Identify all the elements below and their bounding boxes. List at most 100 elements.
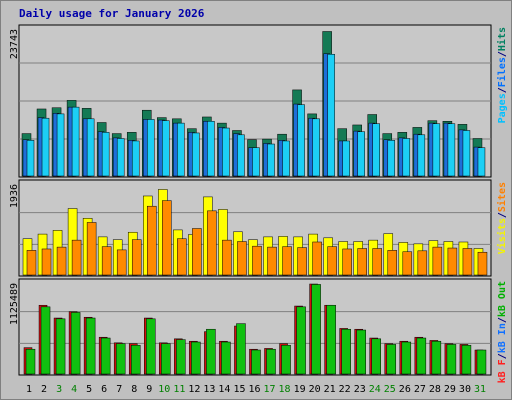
bar-sites-day-19 bbox=[297, 247, 307, 276]
bar-kb-in-day-14 bbox=[221, 341, 231, 375]
x-tick-label-day-12: 12 bbox=[188, 384, 200, 395]
x-tick-label-day-9: 9 bbox=[146, 384, 152, 395]
bar-kb-in-day-9 bbox=[146, 318, 156, 375]
y-max-label: 23743 bbox=[9, 29, 20, 59]
bar-kb-in-day-20 bbox=[311, 284, 321, 375]
x-tick-label-day-5: 5 bbox=[86, 384, 92, 395]
x-tick-label-day-3: 3 bbox=[56, 384, 62, 395]
bar-kb-in-day-1 bbox=[25, 348, 36, 375]
bar-sites-day-26 bbox=[402, 251, 413, 276]
x-tick-label-day-14: 14 bbox=[218, 384, 230, 395]
legend-entry: Hits bbox=[496, 27, 508, 51]
x-tick-label-day-6: 6 bbox=[101, 384, 107, 395]
x-tick-label-day-26: 26 bbox=[399, 384, 411, 395]
bar-sites-day-5 bbox=[86, 222, 97, 276]
bar-kb-in-day-2 bbox=[40, 306, 51, 375]
bar-kb-in-day-24 bbox=[371, 338, 381, 375]
x-tick-label-day-31: 31 bbox=[474, 384, 486, 395]
legend-entry: Pages bbox=[497, 93, 508, 123]
bar-pages-day-9 bbox=[147, 119, 155, 177]
bar-kb-in-day-27 bbox=[416, 337, 427, 375]
bar-pages-day-5 bbox=[86, 118, 95, 177]
bar-pages-day-16 bbox=[252, 147, 260, 177]
x-tick-label-day-23: 23 bbox=[354, 384, 366, 395]
x-tick-label-day-19: 19 bbox=[294, 384, 306, 395]
bar-pages-day-2 bbox=[41, 117, 50, 177]
bar-sites-day-4 bbox=[71, 239, 82, 276]
chart-title: Daily usage for January 2026 bbox=[19, 7, 205, 20]
bar-sites-day-28 bbox=[432, 246, 443, 276]
bar-sites-day-12 bbox=[192, 228, 202, 276]
bar-sites-day-2 bbox=[41, 248, 52, 276]
x-tick-label-day-20: 20 bbox=[309, 384, 321, 395]
bar-pages-day-12 bbox=[192, 132, 200, 177]
bar-kb-in-day-29 bbox=[446, 344, 457, 375]
bar-sites-day-25 bbox=[387, 250, 398, 276]
bar-pages-day-6 bbox=[101, 132, 110, 177]
bar-pages-day-10 bbox=[162, 120, 170, 177]
bar-kb-in-day-30 bbox=[461, 344, 472, 375]
legend-entry: Visits bbox=[496, 218, 508, 254]
bar-pages-day-28 bbox=[432, 123, 441, 177]
x-tick-label-day-24: 24 bbox=[369, 384, 381, 395]
bar-sites-day-11 bbox=[177, 238, 187, 276]
bar-kb-in-day-6 bbox=[100, 337, 111, 375]
bar-kb-in-day-25 bbox=[386, 344, 397, 375]
bar-kb-in-day-3 bbox=[55, 318, 66, 375]
bar-sites-day-1 bbox=[26, 250, 37, 276]
x-tick-label-day-7: 7 bbox=[116, 384, 122, 395]
x-tick-label-day-10: 10 bbox=[158, 384, 170, 395]
bar-pages-day-25 bbox=[387, 140, 396, 177]
bar-sites-day-30 bbox=[462, 248, 473, 276]
legend-separator: / bbox=[497, 87, 508, 93]
legend-entry: Sites bbox=[496, 182, 508, 212]
legend-entry: Files bbox=[496, 57, 508, 87]
bar-pages-day-18 bbox=[282, 140, 290, 177]
bar-pages-day-3 bbox=[56, 113, 65, 177]
legend-hits: Pages/Files/Hits bbox=[496, 27, 508, 123]
bar-kb-in-day-31 bbox=[476, 349, 487, 375]
bar-sites-day-8 bbox=[131, 239, 142, 276]
x-tick-label-day-11: 11 bbox=[173, 384, 185, 395]
bar-pages-day-27 bbox=[417, 134, 426, 177]
bar-kb-in-day-28 bbox=[431, 340, 442, 375]
bar-sites-day-7 bbox=[116, 249, 127, 276]
bar-kb-in-day-16 bbox=[251, 349, 261, 375]
x-tick-label-day-18: 18 bbox=[279, 384, 291, 395]
x-tick-label-day-22: 22 bbox=[339, 384, 351, 395]
bar-pages-day-4 bbox=[71, 106, 80, 177]
bar-kb-in-day-5 bbox=[85, 317, 96, 375]
bar-sites-day-20 bbox=[312, 241, 322, 276]
x-tick-label-day-17: 17 bbox=[264, 384, 276, 395]
x-tick-label-day-2: 2 bbox=[41, 384, 47, 395]
bar-kb-in-day-21 bbox=[326, 304, 336, 375]
legend-separator: / bbox=[497, 212, 508, 218]
x-tick-label-day-21: 21 bbox=[324, 384, 336, 395]
bar-kb-in-day-17 bbox=[266, 348, 276, 375]
bar-sites-day-16 bbox=[252, 245, 262, 276]
legend-separator: / bbox=[497, 317, 508, 323]
bar-kb-in-day-13 bbox=[206, 328, 216, 375]
bar-sites-day-6 bbox=[101, 246, 112, 276]
bar-pages-day-15 bbox=[237, 134, 245, 177]
bar-pages-day-23 bbox=[357, 131, 365, 177]
x-tick-label-day-4: 4 bbox=[71, 384, 77, 395]
bar-pages-day-14 bbox=[222, 127, 230, 177]
bar-kb-in-day-26 bbox=[401, 341, 412, 375]
x-tick-label-day-30: 30 bbox=[459, 384, 471, 395]
bar-pages-day-13 bbox=[207, 121, 215, 177]
bar-sites-day-15 bbox=[237, 241, 247, 276]
x-tick-label-day-29: 29 bbox=[444, 384, 456, 395]
x-tick-label-day-13: 13 bbox=[203, 384, 215, 395]
bar-kb-in-day-12 bbox=[191, 341, 201, 375]
bar-sites-day-14 bbox=[222, 239, 232, 276]
bar-pages-day-22 bbox=[342, 140, 350, 177]
bar-pages-day-30 bbox=[462, 130, 471, 177]
bar-kb-in-day-8 bbox=[130, 344, 141, 375]
bar-sites-day-31 bbox=[477, 251, 488, 276]
bar-pages-day-24 bbox=[372, 123, 380, 177]
bar-pages-day-1 bbox=[26, 140, 35, 177]
bar-kb-in-day-18 bbox=[281, 344, 291, 375]
bar-sites-day-29 bbox=[447, 247, 458, 276]
